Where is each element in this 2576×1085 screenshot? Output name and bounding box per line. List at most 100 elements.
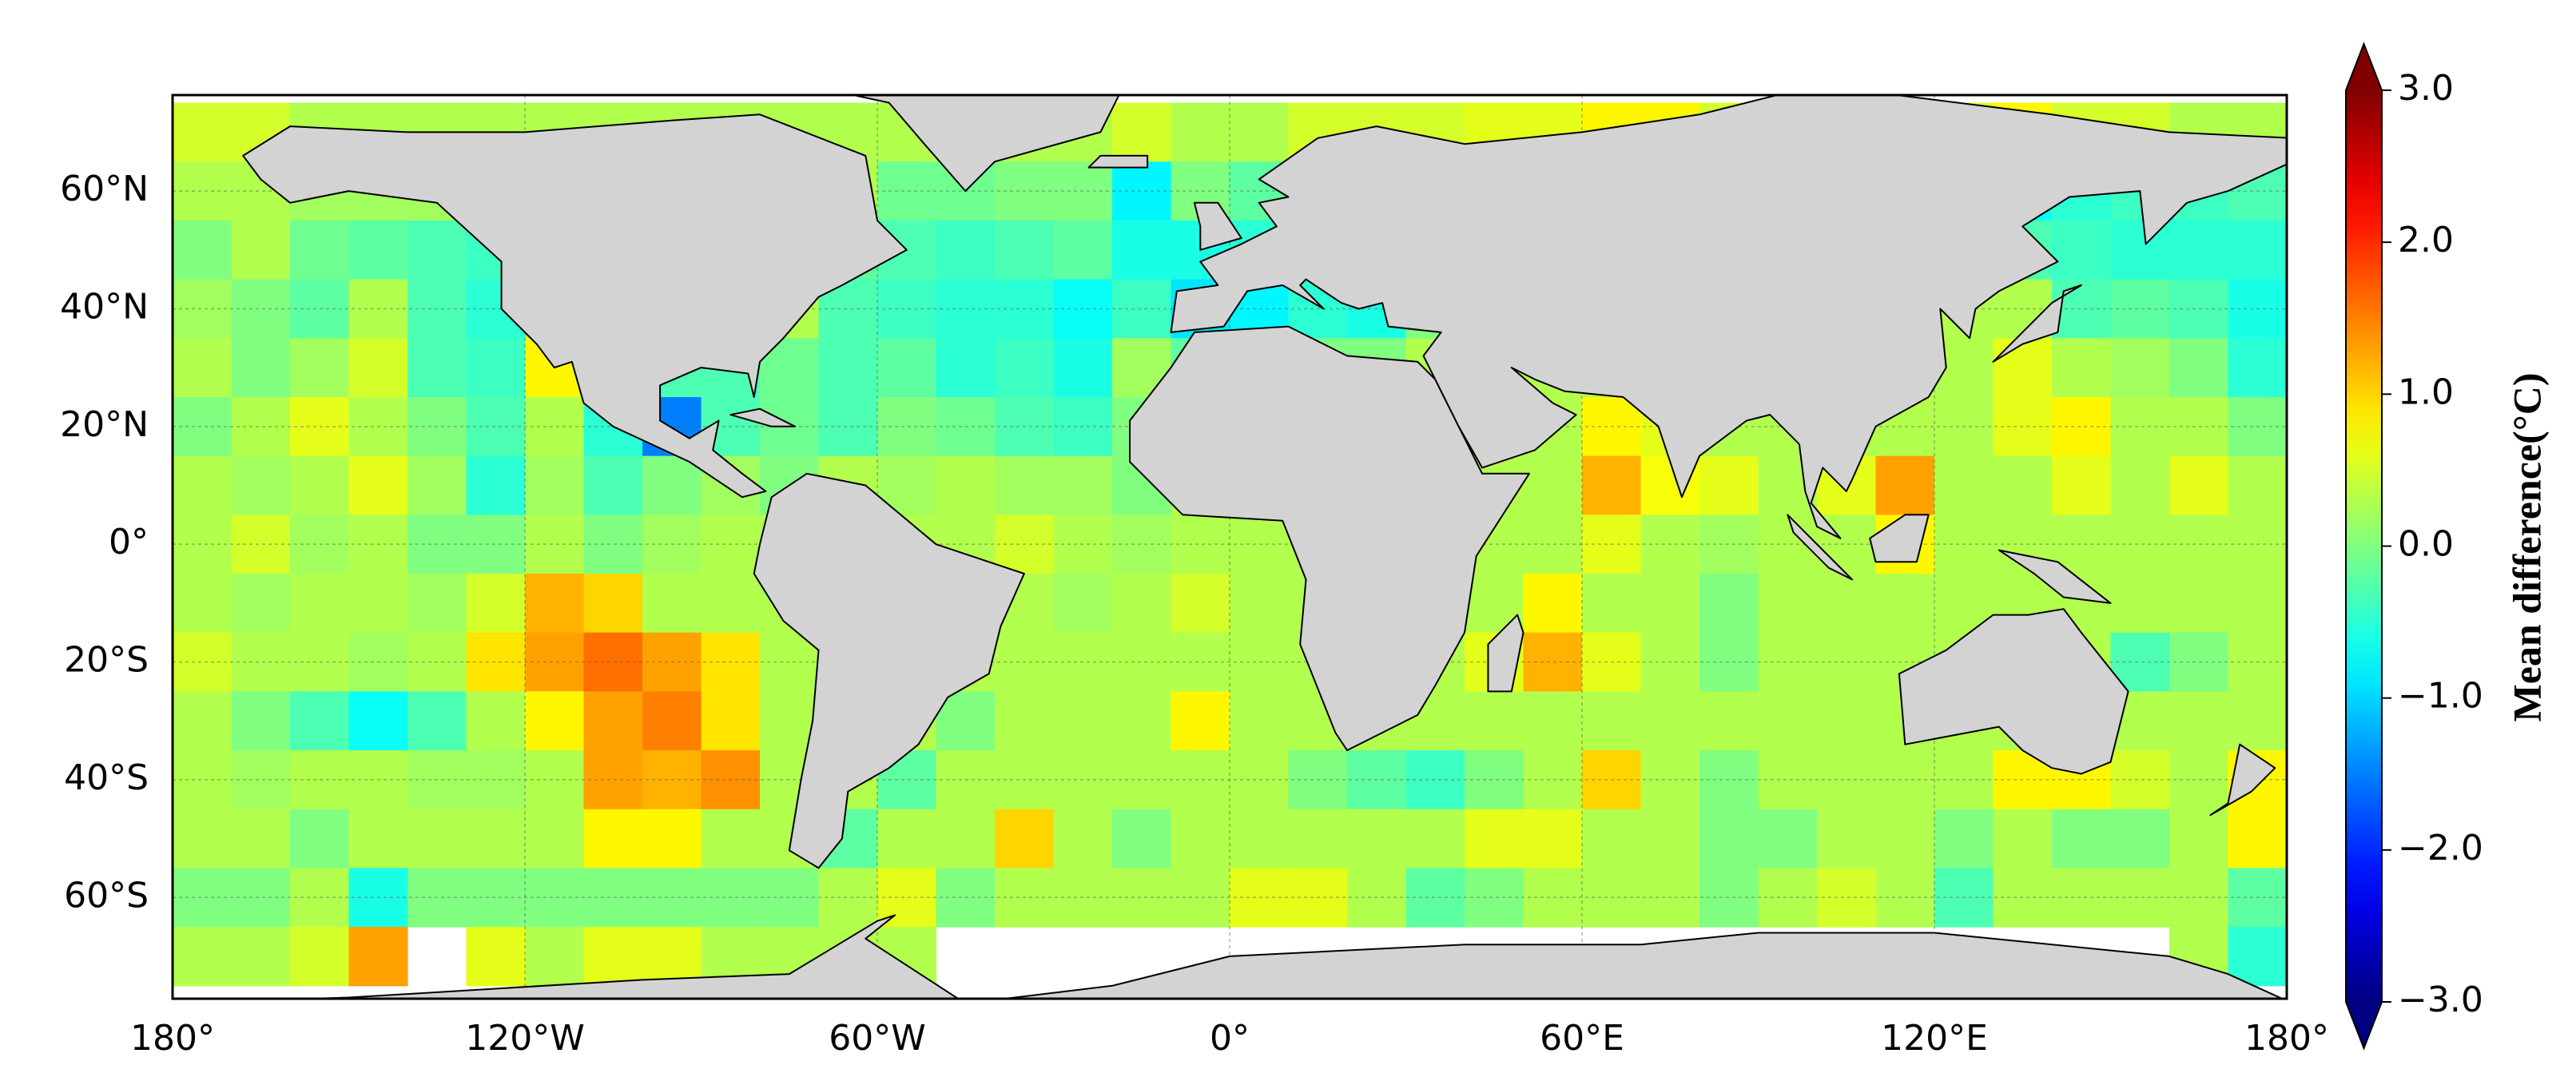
cell <box>1053 455 1113 515</box>
cell <box>1112 161 1172 221</box>
cell <box>760 868 820 928</box>
cell <box>2228 455 2287 515</box>
cell <box>407 691 467 751</box>
cell <box>936 455 996 515</box>
cell <box>173 574 233 634</box>
cell <box>1171 574 1230 634</box>
cell <box>2169 750 2229 810</box>
colorbar-body <box>2346 90 2382 1002</box>
cell <box>877 279 937 339</box>
cell <box>466 927 526 987</box>
x-tick-label: 180° <box>130 1018 215 1059</box>
landmass <box>1787 515 1852 579</box>
cell <box>1817 632 1877 692</box>
cell <box>1699 868 1759 928</box>
cell <box>1817 574 1877 634</box>
cell <box>1934 455 1994 515</box>
landmass <box>1999 550 2111 603</box>
cell <box>1053 279 1113 339</box>
cell <box>995 455 1055 515</box>
cell <box>2169 515 2229 574</box>
cell <box>1112 632 1172 692</box>
cell <box>583 809 643 869</box>
cell <box>231 927 291 987</box>
cell <box>466 632 526 692</box>
landmass <box>1195 203 1242 250</box>
cell <box>348 455 408 515</box>
cell <box>1053 868 1113 928</box>
cell <box>1758 809 1818 869</box>
x-tick-label: 180° <box>2244 1018 2329 1059</box>
cell <box>1053 750 1113 810</box>
cell <box>525 750 585 810</box>
cell <box>2228 220 2287 280</box>
cell <box>936 396 996 457</box>
cell <box>290 632 350 692</box>
x-tick-label: 60°E <box>1540 1018 1624 1059</box>
cell <box>466 868 526 928</box>
cell <box>642 927 702 987</box>
cell <box>525 574 585 634</box>
cell <box>1288 809 1348 869</box>
cell <box>995 515 1055 574</box>
cell <box>583 455 643 515</box>
cell <box>1699 809 1759 869</box>
cell <box>1523 515 1583 574</box>
x-tick-label: 0° <box>1210 1018 1250 1059</box>
cell <box>466 515 526 574</box>
cell <box>1640 574 1700 634</box>
cell <box>642 750 702 810</box>
cell <box>642 691 702 751</box>
colorbar-extend-min <box>2346 1002 2382 1048</box>
cell <box>995 868 1055 928</box>
cell <box>1112 515 1172 574</box>
cell <box>2169 338 2229 398</box>
landmass <box>243 114 907 497</box>
cell <box>2110 279 2170 339</box>
cell <box>1112 809 1172 869</box>
cell <box>1934 809 1994 869</box>
cell <box>2052 338 2112 398</box>
landmass <box>1171 95 2287 539</box>
cell <box>583 691 643 751</box>
colorbar-label: Mean difference(°C) <box>2504 373 2549 722</box>
axes: 180° 120°W 60°W 0° 60°E 120°E 180° 60°N 40°N 20°N… <box>60 169 2329 1059</box>
cell <box>583 750 643 810</box>
cell <box>2169 220 2229 280</box>
cell <box>407 515 467 574</box>
cell <box>583 632 643 692</box>
cell <box>1053 574 1113 634</box>
cell <box>701 691 761 751</box>
cell <box>466 750 526 810</box>
cell <box>2169 396 2229 457</box>
cell <box>173 691 233 751</box>
cell <box>1523 750 1583 810</box>
cell <box>407 632 467 692</box>
cell <box>1053 161 1113 221</box>
cell <box>1817 691 1877 751</box>
cell <box>466 338 526 398</box>
y-tick-label: 0° <box>109 522 149 562</box>
cell <box>642 632 702 692</box>
landmass <box>2211 745 2276 815</box>
cell <box>583 927 643 987</box>
cell <box>231 220 291 280</box>
cell <box>642 574 702 634</box>
cell <box>1465 691 1525 751</box>
cell <box>348 396 408 457</box>
cell <box>290 691 350 751</box>
cell <box>290 515 350 574</box>
cell <box>1523 455 1583 515</box>
cell <box>1582 396 1642 457</box>
cell <box>1699 574 1759 634</box>
cell <box>173 632 233 692</box>
cell <box>2110 455 2170 515</box>
cell <box>1347 750 1407 810</box>
cell <box>1758 632 1818 692</box>
cell <box>1112 574 1172 634</box>
cell <box>1465 750 1525 810</box>
landmass <box>1130 327 1529 751</box>
cell <box>231 455 291 515</box>
cell <box>1347 868 1407 928</box>
